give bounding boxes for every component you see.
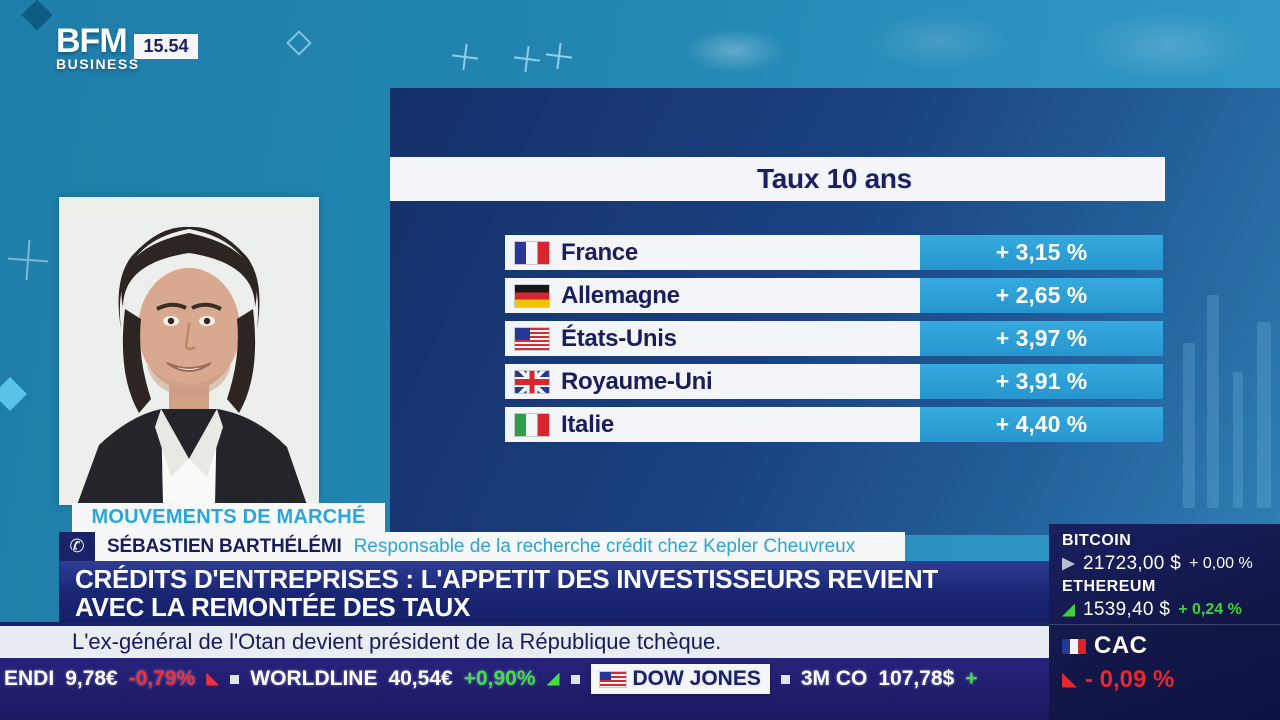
topic-badge: MOUVEMENTS DE MARCHÉ bbox=[72, 503, 385, 532]
index-row: CAC bbox=[1062, 632, 1148, 660]
country-label: Allemagne bbox=[561, 281, 680, 309]
channel-logo-subtext: BUSINESS bbox=[56, 56, 140, 72]
market-sidebar: BITCOIN 21723,00 $ + 0,00 % ETHEREUM 153… bbox=[1049, 524, 1280, 720]
diamond-decor-icon bbox=[21, 0, 53, 31]
ticker-item-price: 107,78$ bbox=[878, 667, 955, 690]
trend-up-icon bbox=[546, 672, 560, 686]
ticker-item-change: + bbox=[965, 667, 978, 690]
channel-logo: BFM BUSINESS bbox=[56, 22, 140, 72]
rates-title-bar: Taux 10 ans bbox=[390, 157, 1165, 201]
rate-row-usa: États-Unis + 3,97 % bbox=[505, 321, 1163, 356]
rate-row-uk: Royaume-Uni + 3,91 % bbox=[505, 364, 1163, 399]
ticker-item-name: 3M CO bbox=[800, 667, 868, 690]
crypto-change: + 0,00 % bbox=[1189, 555, 1253, 572]
rate-value-cell: + 3,97 % bbox=[920, 321, 1163, 356]
us-flag-icon bbox=[599, 671, 626, 687]
guest-photo bbox=[59, 197, 319, 505]
ticker-item-name: DOW JONES bbox=[632, 667, 761, 690]
topic-label: MOUVEMENTS DE MARCHÉ bbox=[91, 506, 366, 528]
country-cell: France bbox=[505, 235, 920, 270]
index-change: - 0,09 % bbox=[1085, 666, 1175, 693]
crypto-quote-row: 1539,40 $ + 0,24 % bbox=[1062, 599, 1242, 621]
crypto-change: + 0,24 % bbox=[1178, 601, 1242, 618]
rate-value-cell: + 4,40 % bbox=[920, 407, 1163, 442]
headline-banner: CRÉDITS D'ENTREPRISES : L'APPETIT DES IN… bbox=[59, 561, 1049, 622]
ticker-separator bbox=[230, 674, 240, 684]
trend-up-icon bbox=[1062, 603, 1075, 617]
rate-value-cell: + 3,15 % bbox=[920, 235, 1163, 270]
country-cell: Italie bbox=[505, 407, 920, 442]
dow-jones-badge: DOW JONES bbox=[590, 664, 770, 694]
diamond-decor-icon bbox=[0, 377, 27, 411]
rates-title: Taux 10 ans bbox=[757, 163, 912, 194]
crypto-price: 1539,40 $ bbox=[1083, 599, 1171, 620]
country-label: Italie bbox=[561, 410, 614, 438]
stock-ticker: ENDI 9,78€ -0,79% WORLDLINE 40,54€ +0,90… bbox=[4, 664, 978, 694]
ticker-separator bbox=[570, 674, 580, 684]
cac-flag-icon bbox=[1062, 638, 1086, 654]
ticker-item-name: WORLDLINE bbox=[250, 667, 378, 690]
plus-decor-icon bbox=[513, 45, 542, 74]
crypto-name: BITCOIN bbox=[1062, 532, 1132, 549]
rate-row-italy: Italie + 4,40 % bbox=[505, 407, 1163, 442]
clock-time: 15.54 bbox=[143, 36, 189, 56]
ticker-item-price: 40,54€ bbox=[388, 667, 453, 690]
crypto-quote-row: 21723,00 $ + 0,00 % bbox=[1062, 553, 1253, 575]
rate-value: + 2,65 % bbox=[995, 282, 1088, 308]
ticker-item-change: -0,79% bbox=[128, 667, 196, 690]
guest-role: Responsable de la recherche crédit chez … bbox=[353, 535, 856, 557]
guest-name-bar: ✆ SÉBASTIEN BARTHÉLÉMI Responsable de la… bbox=[59, 532, 905, 561]
crypto-name: ETHEREUM bbox=[1062, 578, 1156, 595]
guest-portrait-graphic bbox=[59, 197, 319, 505]
rate-value: + 3,91 % bbox=[995, 368, 1088, 394]
country-label: États-Unis bbox=[561, 324, 677, 352]
trend-down-icon bbox=[206, 672, 220, 686]
usa-flag-icon bbox=[515, 327, 549, 350]
ticker-item-name: ENDI bbox=[4, 667, 55, 690]
world-map-graphic bbox=[660, 0, 1280, 92]
germany-flag-icon bbox=[515, 284, 549, 307]
headline-line2: AVEC LA REMONTÉE DES TAUX bbox=[75, 592, 471, 622]
france-flag-icon bbox=[515, 241, 549, 264]
clock: 15.54 bbox=[134, 34, 198, 59]
bar-chart-graphic bbox=[1183, 343, 1195, 508]
country-label: Royaume-Uni bbox=[561, 367, 713, 395]
guest-name-box: SÉBASTIEN BARTHÉLÉMI Responsable de la r… bbox=[95, 532, 905, 561]
guest-name: SÉBASTIEN BARTHÉLÉMI bbox=[107, 535, 342, 557]
rate-row-france: France + 3,15 % bbox=[505, 235, 1163, 270]
rate-value: + 3,97 % bbox=[995, 325, 1088, 351]
plus-decor-icon bbox=[545, 42, 574, 71]
ticker-item-change: +0,90% bbox=[463, 667, 536, 690]
plus-decor-icon bbox=[451, 43, 480, 72]
country-cell: Allemagne bbox=[505, 278, 920, 313]
country-cell: Royaume-Uni bbox=[505, 364, 920, 399]
rate-value: + 3,15 % bbox=[995, 239, 1088, 265]
trend-down-icon bbox=[1062, 672, 1077, 688]
bar-chart-graphic bbox=[1233, 372, 1243, 508]
country-label: France bbox=[561, 238, 638, 266]
news-text: L'ex-général de l'Otan devient président… bbox=[72, 629, 722, 654]
diamond-outline-icon bbox=[286, 30, 312, 56]
italy-flag-icon bbox=[515, 413, 549, 436]
rate-row-germany: Allemagne + 2,65 % bbox=[505, 278, 1163, 313]
trend-flat-icon bbox=[1062, 557, 1075, 571]
bar-chart-graphic bbox=[1207, 295, 1219, 508]
headline-line1: CRÉDITS D'ENTREPRISES : L'APPETIT DES IN… bbox=[75, 564, 938, 594]
uk-flag-icon bbox=[515, 370, 549, 393]
crypto-price: 21723,00 $ bbox=[1083, 553, 1182, 574]
phone-icon: ✆ bbox=[59, 532, 95, 561]
sidebar-divider bbox=[1049, 624, 1280, 625]
rate-value-cell: + 2,65 % bbox=[920, 278, 1163, 313]
bar-chart-graphic bbox=[1257, 322, 1271, 508]
rate-value: + 4,40 % bbox=[995, 411, 1088, 437]
rate-value-cell: + 3,91 % bbox=[920, 364, 1163, 399]
star-decor-icon bbox=[7, 239, 50, 282]
ticker-separator bbox=[780, 674, 790, 684]
ticker-item-price: 9,78€ bbox=[65, 667, 118, 690]
index-change-row: - 0,09 % bbox=[1062, 666, 1174, 694]
index-name: CAC bbox=[1094, 632, 1148, 659]
channel-logo-text: BFM bbox=[56, 22, 128, 60]
country-cell: États-Unis bbox=[505, 321, 920, 356]
